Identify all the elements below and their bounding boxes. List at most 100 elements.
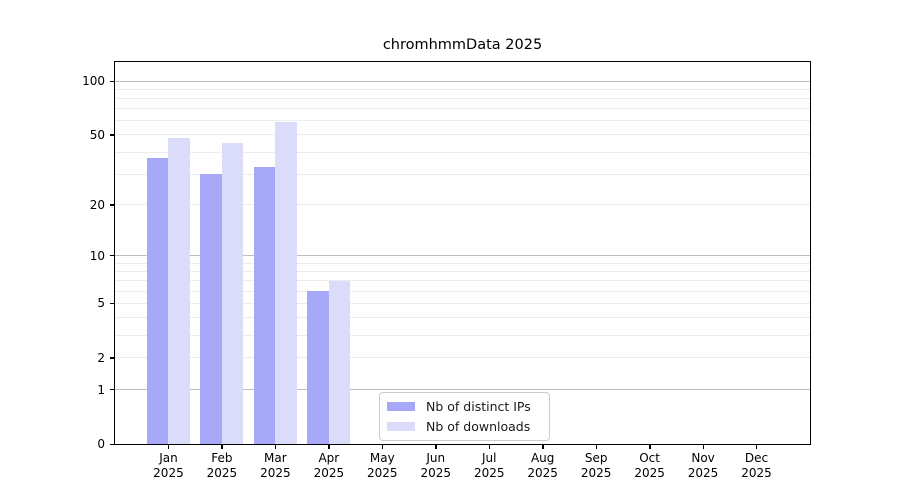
- major-gridline: [115, 389, 810, 391]
- x-tick-year: 2025: [741, 466, 772, 480]
- bar-distinct-ips-apr: [307, 291, 329, 444]
- x-axis-tick-label: Aug 2025: [513, 451, 573, 481]
- x-axis-tick: [488, 445, 491, 449]
- minor-gridline: [115, 204, 810, 206]
- y-axis-tick: [110, 80, 114, 83]
- major-gridline: [115, 80, 810, 82]
- minor-gridline: [115, 98, 810, 100]
- legend-item-downloads: Nb of downloads: [387, 419, 541, 434]
- x-tick-month: May: [369, 451, 395, 465]
- x-axis-tick: [702, 445, 704, 449]
- x-tick-month: Dec: [744, 451, 769, 465]
- minor-gridline: [115, 151, 810, 153]
- x-axis-tick-label: Feb 2025: [192, 451, 252, 481]
- x-tick-year: 2025: [634, 466, 665, 480]
- x-axis-tick: [756, 445, 758, 449]
- x-axis-tick-label: Sep 2025: [566, 451, 626, 481]
- x-axis-tick: [649, 445, 651, 449]
- x-tick-month: Aug: [530, 451, 555, 465]
- bar-downloads-jan: [168, 138, 190, 444]
- major-gridline: [115, 255, 810, 257]
- y-axis-tick-label: 10: [89, 248, 105, 263]
- minor-gridline: [115, 134, 810, 136]
- y-axis-tick: [110, 302, 114, 305]
- x-tick-year: 2025: [153, 466, 184, 480]
- x-axis-tick-label: Nov 2025: [673, 451, 733, 481]
- bar-distinct-ips-jan: [146, 158, 169, 444]
- x-axis-tick: [595, 445, 598, 449]
- x-axis-tick: [274, 445, 277, 449]
- x-axis-tick-label: Oct 2025: [620, 451, 680, 481]
- plot-area: 100 50 20 10 5 2 1 0 Jan 2025 Feb 2025 Mar 2025 Apr 202…: [82, 61, 811, 480]
- legend-swatch-downloads: [387, 422, 415, 431]
- x-tick-year: 2025: [473, 466, 505, 480]
- bar-distinct-ips-feb: [200, 174, 222, 444]
- x-axis-tick: [167, 445, 170, 449]
- y-axis-tick: [110, 389, 114, 391]
- x-axis-tick: [381, 445, 384, 449]
- x-tick-year: 2025: [206, 466, 238, 480]
- x-tick-year: 2025: [687, 466, 719, 480]
- minor-gridline: [115, 316, 810, 318]
- bar-downloads-apr: [328, 280, 351, 444]
- legend-swatch-distinct-ips: [387, 402, 415, 411]
- y-axis-tick-label: 0: [97, 437, 105, 451]
- minor-gridline: [115, 357, 810, 359]
- minor-gridline: [115, 270, 810, 272]
- y-axis-tick: [110, 134, 114, 136]
- x-axis-tick-label: May 2025: [352, 451, 412, 481]
- minor-gridline: [115, 334, 810, 336]
- legend-label-distinct-ips: Nb of distinct IPs: [426, 399, 531, 414]
- x-tick-month: Oct: [639, 451, 660, 465]
- y-axis-tick-label: 100: [82, 74, 105, 89]
- y-axis-tick: [110, 443, 114, 445]
- x-tick-month: Jan: [159, 451, 178, 465]
- bars-layer: [115, 62, 810, 444]
- x-axis-tick: [435, 445, 437, 449]
- x-tick-month: Nov: [691, 451, 715, 465]
- minor-gridline: [115, 262, 810, 264]
- minor-gridline: [115, 120, 810, 122]
- x-axis-tick-label: Apr 2025: [299, 451, 359, 481]
- x-tick-year: 2025: [580, 466, 612, 480]
- y-axis-tick: [110, 204, 114, 206]
- bar-downloads-feb: [221, 143, 244, 444]
- x-tick-month: Jun: [426, 451, 446, 465]
- x-axis-tick-label: Jan 2025: [138, 451, 198, 481]
- x-axis-tick-label: Jul 2025: [459, 451, 519, 481]
- minor-gridline: [115, 280, 810, 282]
- minor-gridline: [115, 88, 810, 90]
- x-axis-tick-label: Mar 2025: [245, 451, 305, 481]
- minor-gridline: [115, 108, 810, 110]
- x-axis-tick: [221, 445, 223, 449]
- legend-item-distinct-ips: Nb of distinct IPs: [387, 399, 541, 414]
- y-axis-tick-label: 5: [97, 296, 105, 311]
- x-tick-year: 2025: [313, 466, 345, 480]
- x-axis-tick: [328, 445, 330, 449]
- x-tick-month: Apr: [318, 451, 340, 465]
- x-axis-tick-label: Jun 2025: [406, 451, 466, 481]
- y-axis-tick-label: 2: [97, 350, 105, 365]
- y-axis-tick: [110, 357, 114, 359]
- y-axis-tick-label: 50: [89, 127, 105, 142]
- bar-distinct-ips-mar: [253, 166, 276, 444]
- bar-downloads-mar: [275, 122, 297, 444]
- x-tick-month: Jul: [481, 451, 497, 465]
- minor-gridline: [115, 173, 810, 175]
- x-tick-year: 2025: [260, 466, 291, 480]
- x-axis-tick: [542, 445, 544, 449]
- minor-gridline: [115, 302, 810, 304]
- y-axis-tick: [110, 255, 114, 257]
- y-axis-tick-label: 20: [89, 197, 105, 212]
- x-tick-month: Mar: [264, 451, 287, 465]
- y-axis-tick-label: 1: [97, 382, 105, 397]
- minor-gridline: [115, 290, 810, 292]
- grid-layer: [115, 62, 810, 444]
- x-axis-tick-label: Dec 2025: [727, 451, 787, 481]
- legend: Nb of distinct IPs Nb of downloads: [379, 392, 550, 441]
- chart-title: chromhmmData 2025: [382, 37, 543, 53]
- x-tick-year: 2025: [367, 466, 398, 480]
- x-tick-month: Sep: [584, 451, 608, 465]
- ticks-layer: 100 50 20 10 5 2 1 0 Jan 2025 Feb 2025 Mar 2025 Apr 202…: [82, 62, 810, 480]
